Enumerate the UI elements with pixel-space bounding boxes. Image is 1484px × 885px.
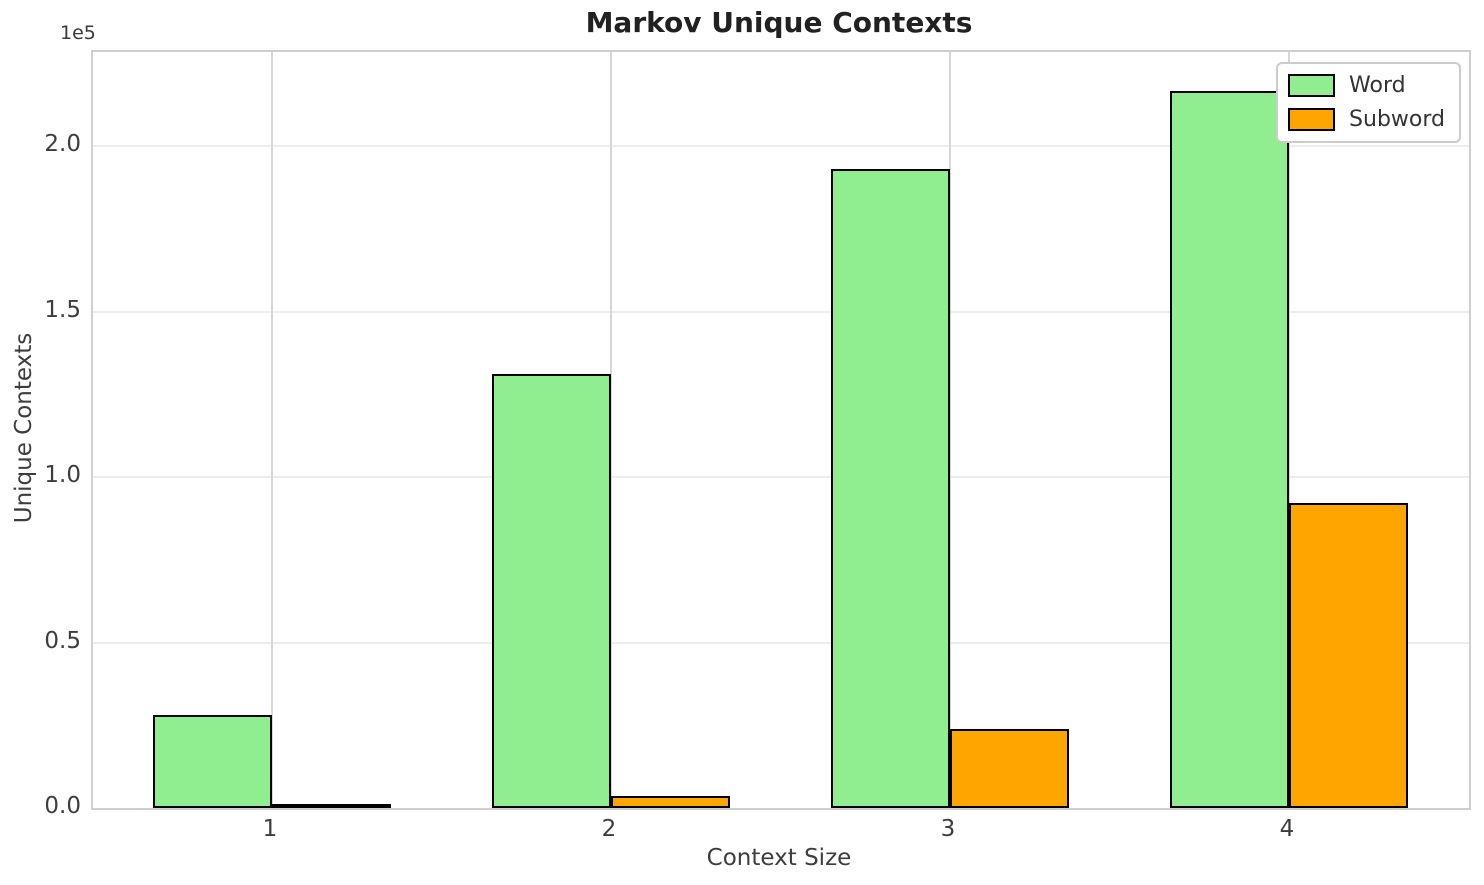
legend-swatch-word	[1288, 74, 1336, 97]
gridline-y-1.0	[93, 476, 1469, 478]
xtick-label-4: 4	[1279, 816, 1295, 842]
ytick-label-1.5: 1.5	[44, 296, 81, 323]
gridline-y-0.5	[93, 641, 1469, 644]
bar-word-2	[492, 374, 611, 808]
xtick-label-1: 1	[262, 816, 278, 842]
bar-subword-1	[271, 804, 391, 808]
legend-label-word: Word	[1349, 73, 1406, 98]
bar-word-4	[1170, 91, 1289, 808]
y-axis-label: Unique Contexts	[11, 332, 37, 524]
gridline-x-4	[1287, 52, 1290, 808]
xtick-label-2: 2	[601, 816, 617, 842]
gridline-x-3	[948, 52, 951, 808]
gridline-x-1	[270, 52, 273, 808]
legend: Word Subword	[1276, 62, 1461, 143]
plot-area: Word Subword	[91, 50, 1471, 810]
legend-label-subword: Subword	[1349, 107, 1445, 132]
xtick-label-3: 3	[940, 816, 956, 842]
legend-swatch-subword	[1288, 108, 1336, 131]
ytick-label-0.5: 0.5	[44, 627, 81, 654]
x-axis-label: Context Size	[706, 845, 852, 871]
y-axis-offset-label: 1e5	[60, 22, 96, 44]
bar-subword-2	[610, 796, 730, 808]
legend-entry-subword: Subword	[1288, 107, 1445, 132]
gridline-y-2.0	[93, 145, 1469, 147]
bar-word-1	[153, 715, 272, 808]
ytick-label-1.0: 1.0	[44, 462, 81, 488]
bar-word-3	[831, 169, 950, 808]
gridline-y-1.5	[93, 310, 1469, 313]
legend-entry-word: Word	[1288, 73, 1445, 98]
ytick-label-2.0: 2.0	[44, 131, 81, 157]
bar-subword-4	[1288, 503, 1408, 808]
bar-subword-3	[949, 728, 1069, 808]
ytick-label-0.0: 0.0	[44, 793, 81, 819]
gridline-x-2	[609, 52, 612, 808]
chart-title: Markov Unique Contexts	[585, 6, 973, 39]
